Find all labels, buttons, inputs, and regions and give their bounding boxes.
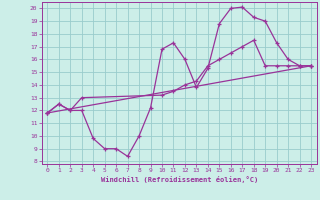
X-axis label: Windchill (Refroidissement éolien,°C): Windchill (Refroidissement éolien,°C) <box>100 176 258 183</box>
